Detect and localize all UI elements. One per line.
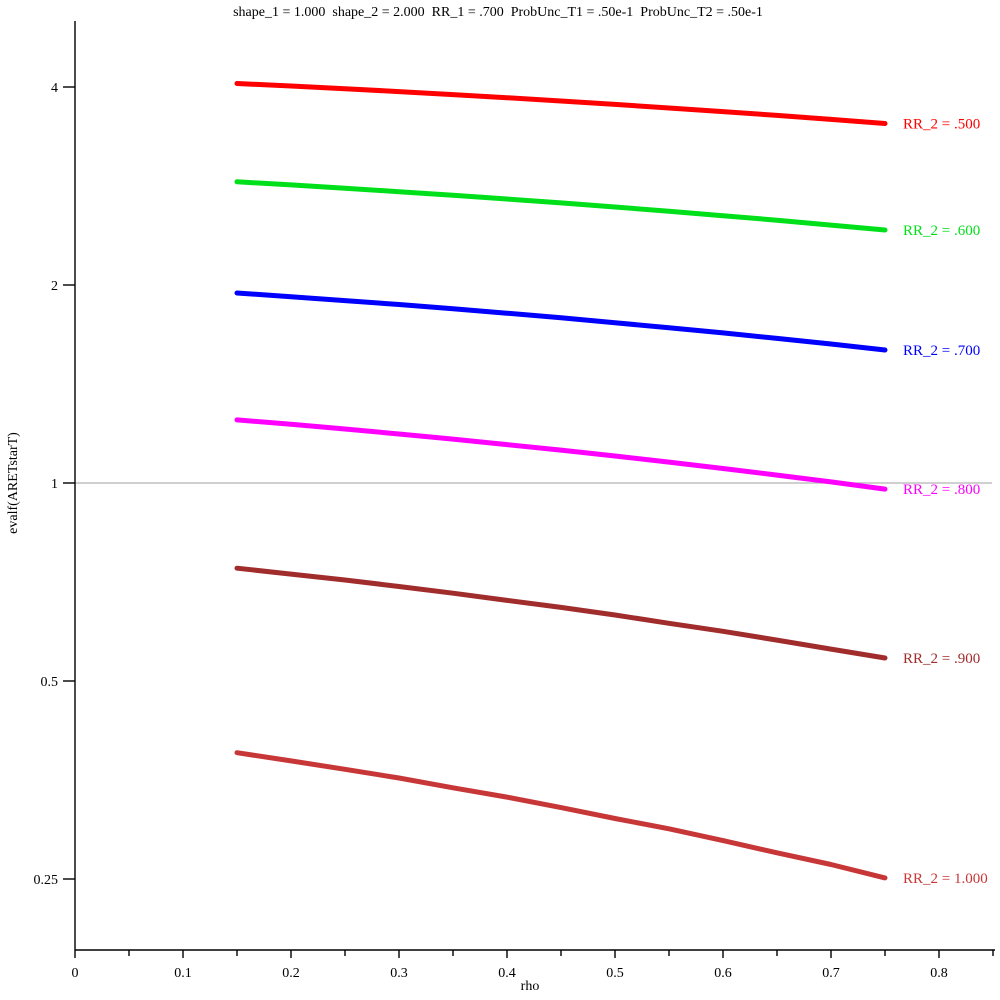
curve-rr2-1000 — [234, 750, 888, 881]
curve-rr2-0500 — [234, 81, 888, 126]
x-tick-label: 0.5 — [606, 966, 624, 981]
curve-rr2-0600 — [234, 179, 888, 233]
y-tick-label: 0.25 — [34, 873, 59, 888]
plot-title: shape_1 = 1.000 shape_2 = 2.000 RR_1 = .… — [233, 5, 763, 20]
x-tick-label: 0.1 — [174, 966, 192, 981]
curve-label-rr2-0500: RR_2 = .500 — [903, 117, 980, 133]
curve-rr2-0900 — [234, 565, 888, 661]
curve-label-rr2-1000: RR_2 = 1.000 — [903, 871, 988, 887]
curve-label-rr2-0900: RR_2 = .900 — [903, 651, 980, 667]
x-tick-label: 0 — [72, 966, 79, 981]
x-axis-label: rho — [520, 979, 540, 994]
x-tick-label: 0.2 — [282, 966, 300, 981]
y-tick-label: 4 — [51, 81, 58, 96]
y-tick-label: 0.5 — [41, 675, 59, 690]
curve-label-rr2-0600: RR_2 = .600 — [903, 223, 980, 239]
curve-label-rr2-0700: RR_2 = .700 — [903, 343, 980, 359]
x-tick-label: 0.6 — [714, 966, 732, 981]
curve-label-rr2-0800: RR_2 = .800 — [903, 482, 980, 498]
curve-rr2-0700 — [234, 290, 888, 353]
x-tick-label: 0.7 — [822, 966, 840, 981]
x-tick-label: 0.3 — [390, 966, 408, 981]
y-tick-label: 2 — [51, 279, 58, 294]
x-tick-label: 0.8 — [930, 966, 948, 981]
y-tick-label: 1 — [51, 477, 58, 492]
curve-rr2-0800 — [234, 417, 888, 492]
x-tick-label: 0.4 — [498, 966, 516, 981]
